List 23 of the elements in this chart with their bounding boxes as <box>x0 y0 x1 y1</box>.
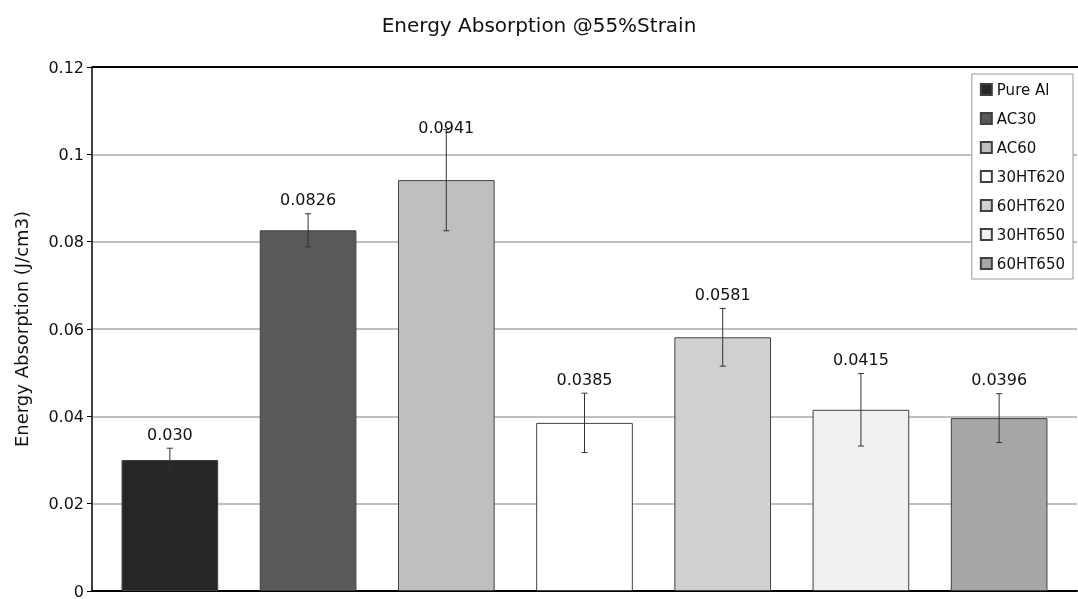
legend-label: 30HT620 <box>996 167 1066 186</box>
y-tick-label: 0.04 <box>48 406 84 426</box>
y-tick-label: 0.1 <box>58 144 84 164</box>
legend-label: 60HT650 <box>996 254 1066 273</box>
data-label: 0.0941 <box>418 117 475 137</box>
y-tick-label: 0.06 <box>48 319 84 339</box>
data-label: 0.0826 <box>280 190 337 210</box>
legend-label: 60HT620 <box>996 196 1066 215</box>
legend-label: Pure Al <box>996 80 1050 99</box>
chart-title: Energy Absorption @55%Strain <box>381 13 697 37</box>
y-axis-title: Energy Absorption (J/cm3) <box>10 210 32 448</box>
y-tick-label: 0.12 <box>48 57 84 77</box>
legend-label: AC60 <box>996 138 1037 157</box>
legend-label: AC30 <box>996 109 1037 128</box>
legend-label: 30HT650 <box>996 225 1066 244</box>
data-label: 0.030 <box>146 424 193 444</box>
y-tick-label: 0.02 <box>48 494 84 514</box>
y-tick-label: 0 <box>73 581 84 599</box>
y-tick-label: 0.08 <box>48 232 84 252</box>
data-label: 0.0396 <box>971 370 1028 390</box>
data-label: 0.0415 <box>832 350 889 370</box>
data-label: 0.0385 <box>556 369 613 389</box>
data-label: 0.0581 <box>694 284 751 304</box>
